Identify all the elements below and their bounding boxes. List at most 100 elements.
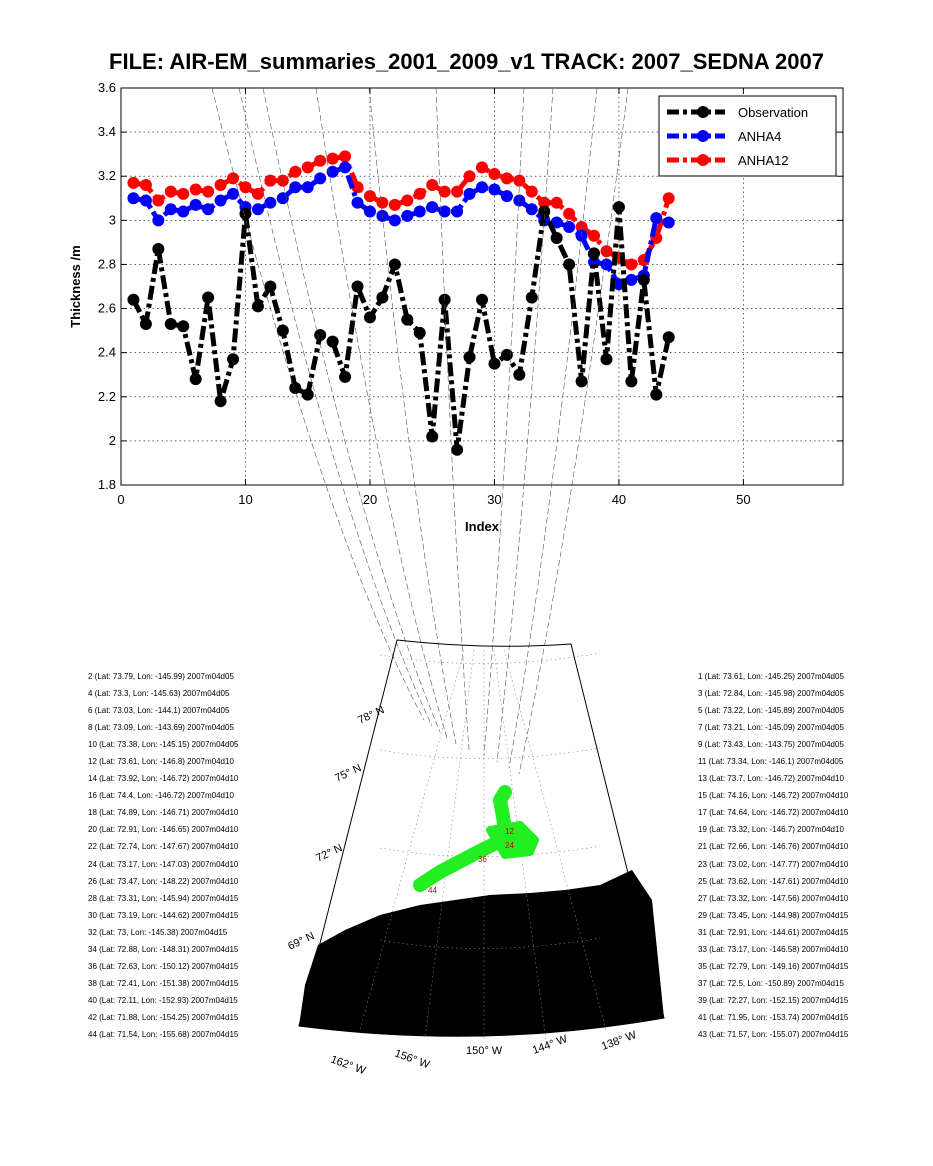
data-point <box>339 150 352 163</box>
point-entry: 38 (Lat: 72.41, Lon: -151.38) 2007m04d15 <box>88 978 239 988</box>
data-point <box>476 181 488 194</box>
y-tick-label: 2.4 <box>98 345 116 360</box>
point-entry: 10 (Lat: 73.38, Lon: -145.15) 2007m04d05 <box>88 740 239 750</box>
point-entry: 21 (Lat: 72.66, Lon: -146.76) 2007m04d10 <box>698 842 849 852</box>
data-point <box>164 203 177 216</box>
point-entry: 28 (Lat: 73.31, Lon: -145.94) 2007m04d15 <box>88 893 239 903</box>
data-point <box>339 370 352 383</box>
data-point <box>264 196 277 209</box>
data-point <box>600 258 613 271</box>
point-entry: 35 (Lat: 72.79, Lon: -149.16) 2007m04d15 <box>698 961 849 971</box>
data-point <box>289 165 302 178</box>
series-anha4 <box>127 161 675 291</box>
parallel-lat-75 <box>379 747 601 759</box>
point-entry: 19 (Lat: 73.32, Lon: -146.7) 2007m04d10 <box>698 825 844 835</box>
point-entry: 3 (Lat: 72.84, Lon: -145.98) 2007m04d05 <box>698 689 844 699</box>
data-point <box>538 205 551 218</box>
data-point <box>139 179 152 192</box>
data-point <box>662 192 675 205</box>
data-point <box>127 176 140 189</box>
data-point <box>426 201 439 214</box>
track-label: 44 <box>428 886 437 895</box>
track-label: 24 <box>505 841 514 850</box>
data-point <box>202 203 215 216</box>
data-point <box>513 194 526 207</box>
data-point <box>363 190 376 203</box>
data-point <box>251 187 264 200</box>
data-point <box>600 353 613 366</box>
x-tick-label: 20 <box>363 492 377 507</box>
latitude-label: 78° N <box>356 704 386 727</box>
data-point <box>426 430 439 443</box>
point-entry: 9 (Lat: 73.43, Lon: -143.75) 2007m04d05 <box>698 740 844 750</box>
data-point <box>301 388 314 401</box>
data-point <box>463 187 476 200</box>
data-point <box>227 353 240 366</box>
data-point <box>251 203 264 216</box>
data-point <box>301 161 314 174</box>
x-tick-label: 30 <box>487 492 501 507</box>
data-point <box>650 388 663 401</box>
point-entry: 8 (Lat: 73.09, Lon: -143.69) 2007m04d05 <box>88 723 234 733</box>
data-point <box>550 216 563 229</box>
data-point <box>351 181 364 194</box>
x-tick-label: 40 <box>612 492 626 507</box>
latitude-label: 69° N <box>286 930 316 953</box>
data-point <box>388 258 401 271</box>
point-entry: 5 (Lat: 73.22, Lon: -145.89) 2007m04d05 <box>698 706 844 716</box>
data-point <box>488 357 501 370</box>
data-point <box>177 205 190 218</box>
point-entry: 41 (Lat: 71.95, Lon: -153.74) 2007m04d15 <box>698 1012 849 1022</box>
x-tick-label: 0 <box>117 492 124 507</box>
data-point <box>289 181 302 194</box>
data-point <box>413 205 426 218</box>
y-tick-label: 3.4 <box>98 124 116 139</box>
point-entry: 11 (Lat: 73.34, Lon: -146.1) 2007m04d05 <box>698 757 844 767</box>
point-entry: 15 (Lat: 74.16, Lon: -146.72) 2007m04d10 <box>698 791 849 801</box>
data-point <box>500 190 513 203</box>
projection-line <box>483 87 525 757</box>
land-mass <box>299 870 664 1037</box>
point-entry: 14 (Lat: 73.92, Lon: -146.72) 2007m04d10 <box>88 774 239 784</box>
data-point <box>152 214 165 227</box>
longitude-label: 150° W <box>466 1045 503 1057</box>
data-point <box>214 395 227 408</box>
data-point <box>127 192 140 205</box>
data-point <box>326 165 339 178</box>
data-point <box>376 196 389 209</box>
data-point <box>314 329 327 342</box>
data-point <box>152 243 165 256</box>
data-point <box>451 443 464 456</box>
data-point <box>152 194 165 207</box>
map-frame <box>298 639 665 1037</box>
data-point <box>588 229 601 242</box>
legend-box <box>658 95 837 177</box>
data-point <box>637 273 650 286</box>
y-tick-label: 2 <box>109 433 116 448</box>
data-point <box>463 170 476 183</box>
data-point <box>525 185 538 198</box>
y-axis-label: Thickness /m <box>68 245 83 327</box>
point-entry: 18 (Lat: 74.89, Lon: -146.71) 2007m04d10 <box>88 808 239 818</box>
data-point <box>264 280 277 293</box>
series-observation <box>127 201 675 456</box>
legend-label: Observation <box>738 105 808 120</box>
x-tick-label: 10 <box>238 492 252 507</box>
point-entry: 34 (Lat: 72.88, Lon: -148.31) 2007m04d15 <box>88 944 239 954</box>
projection-line <box>435 87 470 751</box>
data-point <box>500 348 513 361</box>
data-point <box>451 205 464 218</box>
data-point <box>625 375 638 388</box>
data-point <box>588 247 601 260</box>
point-entry: 6 (Lat: 73.03, Lon: -144.1) 2007m04d05 <box>88 706 230 716</box>
point-entry: 7 (Lat: 73.21, Lon: -145.09) 2007m04d05 <box>698 723 844 733</box>
legend-marker <box>697 154 709 166</box>
y-tick-label: 2.8 <box>98 256 116 271</box>
point-entry: 13 (Lat: 73.7, Lon: -146.72) 2007m04d10 <box>698 774 844 784</box>
data-point <box>550 231 563 244</box>
longitude-label: 156° W <box>393 1048 432 1072</box>
data-point <box>314 172 327 185</box>
data-point <box>239 207 252 220</box>
legend-label: ANHA4 <box>738 129 781 144</box>
